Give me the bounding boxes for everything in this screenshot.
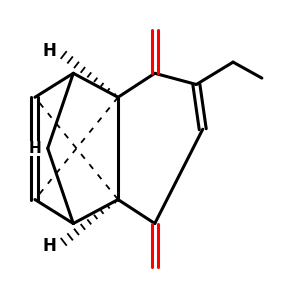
Text: H: H [28, 141, 41, 156]
Text: H: H [43, 237, 57, 255]
Text: H: H [43, 42, 57, 60]
